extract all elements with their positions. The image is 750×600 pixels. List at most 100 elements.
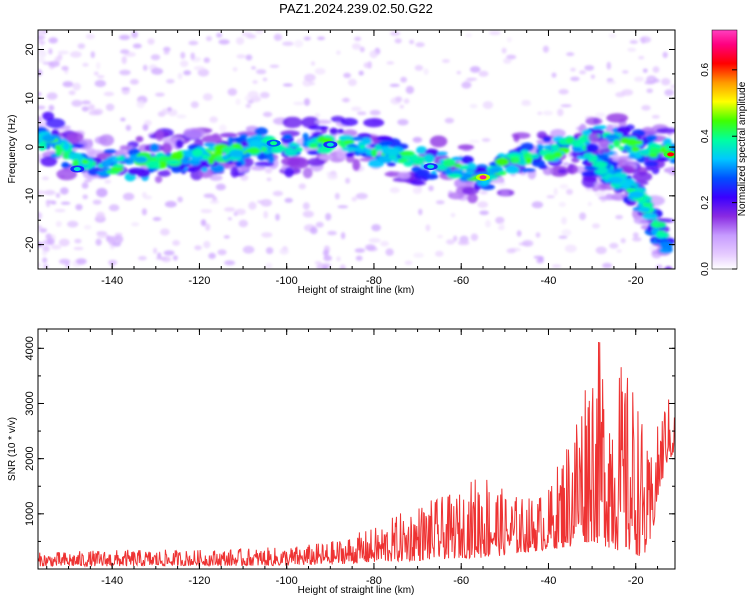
ridge-blob: [642, 202, 654, 207]
noise-blob: [266, 177, 272, 182]
noise-blob: [262, 77, 268, 82]
ridge-blob: [135, 136, 144, 143]
noise-blob: [119, 34, 131, 41]
spectral-peak-core: [326, 142, 334, 147]
noise-blob: [38, 121, 49, 129]
ridge-blob: [283, 134, 292, 140]
noise-blob: [465, 33, 472, 38]
x-tick-label: -140: [101, 575, 123, 587]
noise-blob: [121, 56, 127, 65]
ridge-blob: [572, 146, 582, 152]
noise-blob: [275, 213, 280, 221]
x-tick-label: -60: [453, 275, 469, 287]
ridge-blob: [448, 192, 464, 200]
noise-blob: [240, 174, 249, 181]
ridge-blob: [567, 164, 578, 175]
ridge-blob: [423, 154, 435, 163]
noise-blob: [263, 210, 269, 219]
ridge-blob: [664, 266, 673, 269]
noise-blob: [461, 81, 472, 89]
noise-blob: [269, 64, 280, 68]
ridge-blob: [113, 163, 124, 168]
noise-blob: [477, 201, 489, 209]
noise-blob: [354, 36, 362, 42]
noise-blob: [303, 36, 311, 41]
x-tick-label: -60: [453, 575, 469, 587]
spectral-peak-core: [427, 164, 435, 169]
ridge-blob: [521, 168, 536, 173]
x-tick-label: -20: [628, 575, 644, 587]
noise-blob: [194, 245, 202, 251]
ridge-blob: [649, 147, 661, 155]
ridge-blob: [642, 212, 658, 220]
noise-blob: [202, 93, 213, 101]
noise-blob: [200, 219, 207, 227]
ridge-blob: [340, 117, 358, 127]
noise-blob: [415, 42, 425, 48]
ridge-blob: [498, 170, 505, 176]
noise-blob: [629, 40, 638, 44]
noise-blob: [579, 212, 587, 221]
ridge-blob: [284, 148, 298, 157]
noise-blob: [81, 100, 91, 105]
y-tick-label: 1000: [24, 502, 36, 526]
noise-blob: [119, 69, 131, 76]
noise-blob: [542, 110, 553, 116]
noise-blob: [153, 247, 158, 254]
noise-blob: [125, 124, 132, 131]
ridge-blob: [231, 137, 247, 143]
noise-blob: [108, 204, 120, 212]
ridge-blob: [370, 148, 378, 157]
noise-blob: [236, 54, 246, 59]
noise-blob: [157, 252, 162, 258]
spectrogram-x-axis: -140 -120 -100 -80 -60 -40 -20: [46, 30, 659, 287]
noise-blob: [404, 260, 413, 265]
noise-blob: [264, 167, 273, 174]
colorbar-tick-label: 0.4: [700, 129, 711, 143]
noise-blob: [96, 61, 101, 70]
spectral-peak-core: [479, 175, 487, 180]
noise-blob: [209, 116, 218, 123]
ridge-blob: [181, 159, 190, 165]
noise-blob: [136, 100, 145, 109]
noise-blob: [363, 62, 372, 69]
noise-blob: [399, 104, 404, 109]
noise-blob: [560, 104, 572, 108]
ridge-blob: [397, 171, 411, 180]
noise-blob: [164, 200, 177, 208]
y-tick-label: 3000: [24, 391, 36, 415]
ridge-blob: [81, 159, 89, 165]
ridge-blob: [598, 138, 610, 148]
ridge-blob: [155, 129, 164, 142]
noise-blob: [369, 109, 381, 116]
noise-blob: [114, 232, 123, 236]
noise-blob: [437, 235, 443, 239]
x-tick-label: -40: [541, 575, 557, 587]
noise-blob: [481, 138, 491, 142]
ridge-blob: [230, 166, 239, 178]
noise-blob: [587, 201, 592, 207]
noise-blob: [38, 262, 42, 268]
noise-blob: [38, 190, 46, 195]
ridge-blob: [536, 143, 544, 151]
noise-blob: [43, 264, 49, 269]
noise-blob: [163, 250, 175, 256]
noise-blob: [193, 66, 205, 71]
ridge-blob: [583, 152, 595, 159]
ridge-blob: [659, 248, 671, 253]
noise-blob: [75, 258, 87, 265]
noise-blob: [70, 51, 82, 58]
ridge-blob: [183, 127, 206, 139]
noise-blob: [142, 191, 147, 199]
ridge-blob: [655, 232, 670, 238]
noise-blob: [386, 61, 395, 65]
snr-y-label: SNR (10 * v/v): [7, 417, 18, 481]
ridge-blob: [51, 129, 59, 137]
noise-blob: [38, 34, 46, 40]
ridge-blob: [645, 134, 658, 141]
y-tick-label: 4000: [24, 336, 36, 360]
ridge-blob: [606, 113, 629, 123]
noise-blob: [48, 104, 55, 112]
noise-blob: [394, 38, 402, 44]
noise-blob: [651, 115, 660, 119]
